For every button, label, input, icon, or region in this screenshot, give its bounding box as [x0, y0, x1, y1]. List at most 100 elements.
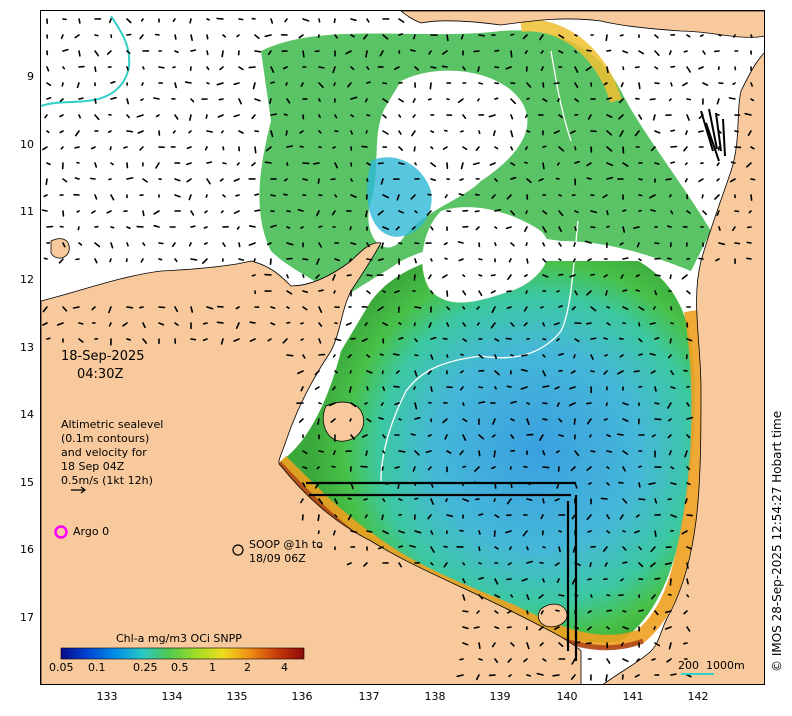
velocity-arrow [638, 178, 643, 181]
soop-marker [232, 544, 244, 556]
map-time: 04:30Z [77, 367, 124, 382]
velocity-arrow [542, 98, 548, 102]
velocity-arrow [574, 562, 581, 566]
velocity-arrow [270, 322, 276, 326]
velocity-arrow [568, 402, 576, 407]
velocity-arrow [670, 129, 676, 132]
velocity-arrow [664, 626, 672, 630]
velocity-arrow [398, 162, 405, 165]
velocity-arrow [414, 450, 420, 456]
velocity-arrow [558, 194, 562, 197]
velocity-arrow [236, 34, 240, 38]
velocity-arrow [554, 562, 560, 567]
velocity-arrow [430, 162, 437, 168]
velocity-arrow [590, 594, 593, 598]
velocity-arrow [285, 130, 288, 136]
velocity-arrow [172, 66, 176, 69]
velocity-arrow [377, 210, 384, 216]
velocity-arrow [686, 210, 691, 214]
velocity-arrow [698, 66, 704, 70]
velocity-arrow [686, 434, 691, 439]
velocity-arrow [270, 306, 276, 309]
velocity-arrow [58, 258, 64, 264]
velocity-arrow [204, 210, 208, 214]
velocity-arrow [249, 338, 256, 343]
velocity-arrow [586, 162, 592, 167]
velocity-arrow [393, 66, 400, 71]
velocity-arrow [558, 226, 563, 232]
velocity-arrow [686, 674, 692, 678]
velocity-arrow [750, 146, 755, 150]
velocity-arrow [667, 402, 672, 409]
velocity-arrow [606, 514, 610, 520]
velocity-arrow [302, 178, 309, 181]
velocity-arrow [510, 162, 516, 166]
velocity-arrow [397, 482, 400, 490]
velocity-arrow [606, 49, 612, 52]
velocity-arrow [523, 274, 528, 278]
velocity-arrow [349, 226, 352, 231]
velocity-arrow [574, 146, 577, 151]
velocity-arrow [332, 274, 336, 281]
velocity-arrow [411, 226, 416, 230]
velocity-arrow [686, 626, 691, 632]
soop-label: 18/09 06Z [249, 552, 306, 565]
velocity-arrow [94, 258, 98, 264]
velocity-arrow [126, 226, 131, 229]
velocity-arrow [414, 66, 420, 71]
velocity-arrow [526, 674, 532, 677]
velocity-arrow [299, 145, 304, 148]
velocity-arrow [139, 306, 144, 309]
velocity-arrow [649, 322, 656, 325]
velocity-arrow [587, 530, 592, 533]
velocity-arrow [347, 514, 352, 521]
velocity-arrow [153, 210, 160, 215]
velocity-arrow [297, 370, 304, 375]
velocity-arrow [398, 130, 402, 135]
velocity-arrow [393, 290, 400, 294]
argo-label: Argo 0 [73, 525, 110, 538]
velocity-arrow [222, 162, 227, 165]
velocity-arrow [493, 530, 496, 538]
velocity-arrow [542, 546, 546, 549]
velocity-arrow [494, 610, 499, 614]
velocity-arrow [606, 450, 613, 453]
velocity-arrow [286, 257, 293, 260]
velocity-arrow [443, 562, 448, 568]
velocity-arrow [686, 594, 690, 598]
velocity-arrow [78, 242, 83, 246]
velocity-arrow [174, 322, 179, 326]
velocity-arrow [603, 370, 608, 375]
velocity-arrow [366, 530, 373, 533]
velocity-arrow [186, 146, 192, 150]
velocity-arrow [478, 401, 486, 404]
velocity-arrow [587, 114, 592, 120]
velocity-arrow [602, 546, 608, 552]
velocity-arrow [635, 514, 640, 518]
velocity-arrow [542, 226, 547, 233]
velocity-arrow [238, 130, 244, 134]
velocity-arrow [382, 482, 389, 485]
velocity-arrow [392, 353, 400, 356]
velocity-arrow [153, 97, 160, 100]
velocity-arrow [522, 34, 528, 40]
velocity-arrow [683, 50, 688, 53]
velocity-arrow [108, 306, 112, 314]
land-new-guinea [400, 11, 764, 38]
velocity-arrow [190, 258, 198, 261]
velocity-arrow [254, 98, 261, 102]
velocity-arrow [606, 434, 612, 438]
velocity-arrow [398, 450, 406, 453]
velocity-arrow [654, 577, 661, 580]
velocity-arrow [345, 322, 352, 326]
velocity-arrow [377, 546, 384, 550]
velocity-arrow [702, 82, 709, 86]
velocity-arrow [478, 450, 481, 457]
velocity-arrow [590, 306, 597, 312]
velocity-arrow [654, 402, 660, 405]
velocity-arrow [670, 386, 676, 390]
velocity-arrow [477, 98, 480, 102]
velocity-arrow [398, 530, 406, 534]
velocity-arrow [302, 306, 308, 311]
velocity-arrow [441, 274, 448, 279]
